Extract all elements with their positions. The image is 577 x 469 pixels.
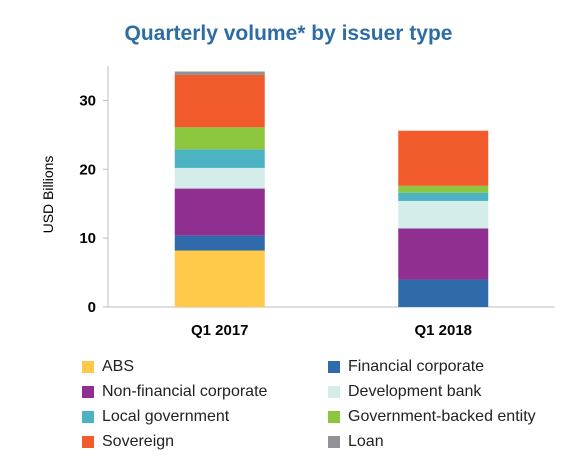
- legend-swatch: [328, 386, 340, 398]
- legend-swatch: [328, 436, 340, 448]
- legend-swatch: [328, 361, 340, 373]
- bar-segment-sovereign: [174, 74, 265, 128]
- legend-label: Government-backed entity: [348, 408, 536, 425]
- legend-label: Sovereign: [102, 433, 175, 450]
- legend-label: Financial corporate: [348, 358, 485, 375]
- y-axis-label: USD Billions: [40, 156, 56, 234]
- legend-label: ABS: [102, 358, 135, 375]
- bar-segment-loan: [174, 71, 265, 75]
- legend-swatch: [328, 411, 340, 423]
- legend-swatch: [82, 411, 94, 423]
- y-tick-label: 0: [88, 299, 96, 316]
- legend-item: ABS: [82, 356, 134, 378]
- bar-segment-development-bank: [174, 167, 265, 189]
- bar-segment-financial-corporate: [174, 235, 265, 251]
- legend-item: Sovereign: [82, 431, 174, 453]
- y-tick-label: 20: [79, 161, 96, 178]
- bar-segment-local-government: [398, 192, 489, 201]
- legend-swatch: [82, 436, 94, 448]
- legend-item: Loan: [328, 431, 384, 453]
- legend-label: Local government: [102, 408, 230, 425]
- legend-item: Government-backed entity: [328, 406, 536, 428]
- bar-segment-non-financial-corporate: [398, 228, 489, 280]
- bar-segment-sovereign: [398, 130, 489, 186]
- plot-area: 0 10 20 30 USD Billions Q1 2017 Q1 2018: [40, 66, 555, 339]
- legend-item: Local government: [82, 406, 229, 428]
- bar-segment-development-bank: [398, 200, 489, 229]
- x-category-label: Q1 2018: [414, 322, 472, 339]
- bar-segment-financial-corporate: [398, 279, 489, 307]
- chart-title: Quarterly volume* by issuer type: [124, 22, 453, 45]
- x-category-label: Q1 2017: [191, 322, 249, 339]
- y-tick-label: 30: [79, 92, 96, 109]
- legend-item: Development bank: [328, 381, 481, 403]
- stacked-bar-chart: 0 10 20 30 USD Billions Q1 2017 Q1 2018: [40, 66, 555, 339]
- legend-label: Loan: [348, 433, 384, 450]
- legend-item: Non-financial corporate: [82, 381, 267, 403]
- bar-segment-non-financial-corporate: [174, 188, 265, 236]
- bar-segment-government-backed-entity: [398, 185, 489, 193]
- legend-swatch: [82, 386, 94, 398]
- legend-label: Non-financial corporate: [102, 383, 268, 400]
- bar-segment-local-government: [174, 149, 265, 168]
- legend-swatch: [82, 361, 94, 373]
- bar-segment-abs: [174, 250, 265, 307]
- legend-item: Financial corporate: [328, 356, 484, 378]
- bar-segment-government-backed-entity: [174, 127, 265, 150]
- legend-label: Development bank: [348, 383, 482, 400]
- y-tick-label: 10: [79, 230, 96, 247]
